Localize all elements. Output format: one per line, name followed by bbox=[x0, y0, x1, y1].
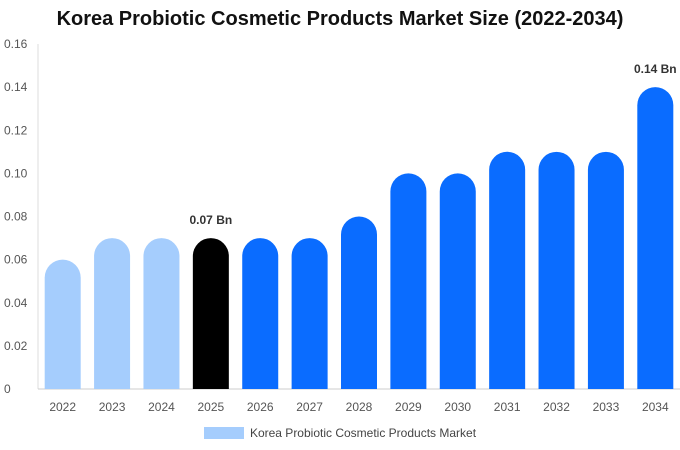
bar-2031 bbox=[489, 151, 526, 389]
y-tick-label: 0.02 bbox=[4, 339, 28, 353]
y-tick-label: 0.12 bbox=[4, 123, 28, 137]
y-tick-label: 0.16 bbox=[4, 37, 28, 51]
x-tick-label: 2024 bbox=[148, 400, 175, 414]
data-label-2025: 0.07 Bn bbox=[190, 213, 233, 227]
y-tick-label: 0.10 bbox=[4, 166, 28, 180]
x-tick-label: 2031 bbox=[494, 400, 521, 414]
bar-2026 bbox=[242, 238, 279, 389]
bar-2024 bbox=[143, 238, 180, 389]
y-tick-label: 0.04 bbox=[4, 296, 28, 310]
x-tick-label: 2034 bbox=[642, 400, 669, 414]
y-tick-label: 0 bbox=[4, 382, 11, 396]
legend-label: Korea Probiotic Cosmetic Products Market bbox=[249, 426, 477, 440]
x-tick-label: 2022 bbox=[49, 400, 76, 414]
bar-2028 bbox=[341, 216, 377, 389]
bar-2033 bbox=[587, 151, 624, 389]
bar-2027 bbox=[291, 238, 328, 389]
x-tick-label: 2027 bbox=[296, 400, 323, 414]
x-tick-label: 2025 bbox=[197, 400, 224, 414]
data-label-2034: 0.14 Bn bbox=[634, 62, 677, 76]
bar-2023 bbox=[94, 238, 131, 389]
y-tick-label: 0.06 bbox=[4, 253, 28, 267]
bar-2034 bbox=[637, 87, 674, 389]
x-tick-label: 2028 bbox=[346, 400, 373, 414]
bar-2022 bbox=[44, 259, 81, 389]
x-tick-label: 2023 bbox=[99, 400, 126, 414]
x-tick-label: 2026 bbox=[247, 400, 274, 414]
x-tick-label: 2032 bbox=[543, 400, 570, 414]
bar-2030 bbox=[439, 173, 476, 389]
legend-swatch bbox=[203, 427, 244, 439]
y-tick-label: 0.08 bbox=[4, 210, 28, 224]
x-tick-label: 2030 bbox=[444, 400, 471, 414]
bar-2025 bbox=[192, 238, 229, 389]
legend: Korea Probiotic Cosmetic Products Market bbox=[0, 426, 680, 440]
y-tick-label: 0.14 bbox=[4, 80, 28, 94]
x-tick-label: 2029 bbox=[395, 400, 422, 414]
x-tick-label: 2033 bbox=[593, 400, 620, 414]
bar-2032 bbox=[538, 151, 575, 389]
bar-2029 bbox=[390, 173, 427, 389]
chart-title: Korea Probiotic Cosmetic Products Market… bbox=[56, 8, 624, 30]
